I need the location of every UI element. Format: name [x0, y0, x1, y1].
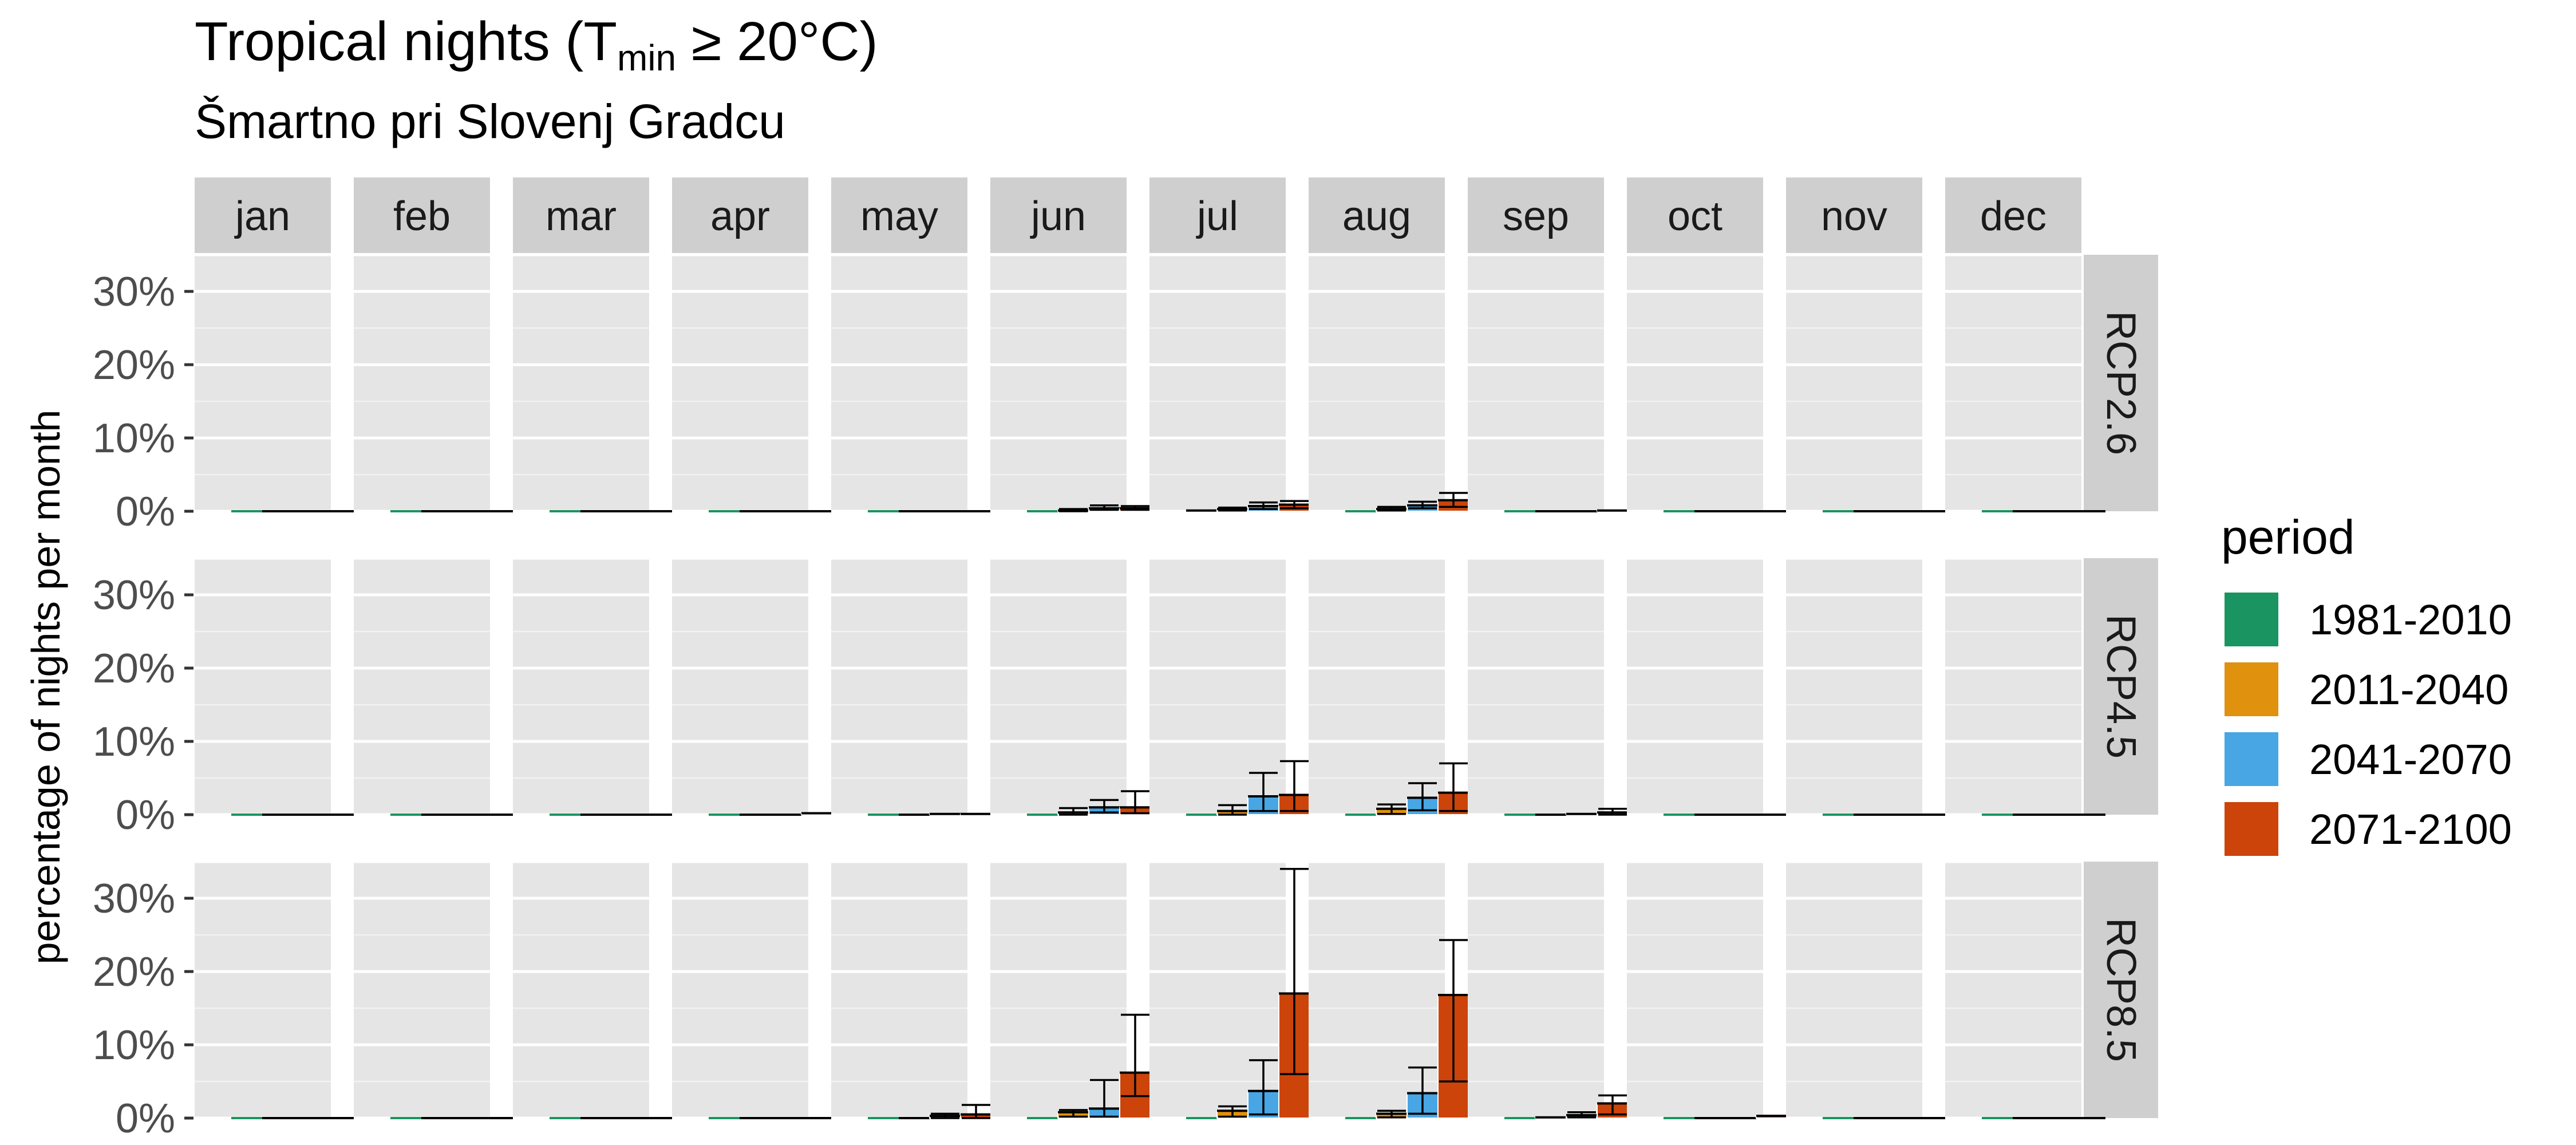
y-tick-label: 0% — [116, 792, 175, 838]
panel-RCP8.5-may — [831, 862, 967, 1118]
legend-item: 1981-2010 — [2221, 585, 2512, 654]
panel-RCP2.6-may — [831, 255, 967, 511]
panel-RCP8.5-mar — [513, 862, 649, 1118]
y-tick-label: 20% — [93, 949, 175, 995]
panel-RCP2.6-mar — [513, 255, 649, 511]
facet-label-nov: nov — [1821, 194, 1887, 239]
facet-label-dec: dec — [1980, 194, 2046, 239]
panel-RCP2.6-dec — [1945, 255, 2081, 511]
panel-RCP8.5-jun — [990, 862, 1127, 1118]
panel-RCP8.5-feb — [354, 862, 490, 1118]
panel-RCP2.6-oct — [1627, 255, 1763, 511]
y-tick-label: 20% — [93, 646, 175, 692]
facet-strip-jul — [1149, 177, 1286, 253]
panel-RCP4.5-may — [831, 558, 967, 815]
panel-RCP8.5-oct — [1627, 862, 1763, 1118]
panel-RCP2.6-jul — [1149, 255, 1286, 511]
facet-label-feb: feb — [393, 194, 451, 239]
panel-RCP2.6-feb — [354, 255, 490, 511]
facet-label-RCP8.5: RCP8.5 — [2098, 918, 2144, 1062]
facet-strip-RCP8.5 — [2084, 862, 2158, 1118]
legend-swatch — [2221, 659, 2282, 720]
panel-RCP4.5-sep — [1468, 558, 1604, 815]
panel-RCP2.6-sep — [1468, 255, 1604, 511]
panel-RCP8.5-aug — [1309, 862, 1445, 1118]
facet-label-mar: mar — [546, 194, 617, 239]
panel-RCP2.6-aug — [1309, 255, 1445, 511]
chart-title: Tropical nights (Tmin ≥ 20°C) — [195, 11, 878, 78]
y-tick-label: 30% — [93, 572, 175, 618]
legend-item: 2041-2070 — [2221, 724, 2512, 794]
facet-strip-jun — [990, 177, 1127, 253]
legend-label: 2011-2040 — [2309, 665, 2509, 713]
legend-label: 2071-2100 — [2309, 805, 2512, 853]
facet-strip-RCP4.5 — [2084, 558, 2158, 815]
facet-strip-feb — [354, 177, 490, 253]
legend-item: 2071-2100 — [2221, 794, 2512, 864]
facet-strip-apr — [672, 177, 808, 253]
facet-label-oct: oct — [1668, 194, 1722, 239]
legend: period 1981-2010 2011-2040 2041-2070 207… — [2221, 510, 2512, 864]
panel-RCP8.5-nov — [1786, 862, 1922, 1118]
y-tick-label: 0% — [116, 1096, 175, 1142]
facet-label-jul: jul — [1196, 194, 1238, 239]
legend-swatch — [2221, 589, 2282, 650]
legend-swatch — [2221, 729, 2282, 789]
legend-item: 2011-2040 — [2221, 654, 2512, 724]
facet-label-jan: jan — [234, 194, 290, 239]
panel-RCP8.5-apr — [672, 862, 808, 1118]
y-tick-label: 20% — [93, 342, 175, 388]
panel-RCP2.6-apr — [672, 255, 808, 511]
y-tick-label: 30% — [93, 876, 175, 922]
legend-swatch — [2221, 799, 2282, 859]
facet-strip-may — [831, 177, 967, 253]
panel-RCP4.5-dec — [1945, 558, 2081, 815]
panel-RCP8.5-dec — [1945, 862, 2081, 1118]
panel-RCP4.5-jul — [1149, 558, 1286, 815]
facet-strip-dec — [1945, 177, 2081, 253]
facet-label-jun: jun — [1030, 194, 1086, 239]
legend-title: period — [2221, 510, 2355, 564]
panel-RCP4.5-feb — [354, 558, 490, 815]
panel-RCP8.5-jul — [1149, 862, 1286, 1118]
panel-RCP8.5-sep — [1468, 862, 1604, 1118]
facet-strip-jan — [195, 177, 331, 253]
facet-label-aug: aug — [1342, 194, 1411, 239]
y-tick-label: 10% — [93, 1022, 175, 1068]
y-tick-label: 10% — [93, 416, 175, 461]
y-tick-label: 10% — [93, 719, 175, 765]
chart-subtitle: Šmartno pri Slovenj Gradcu — [195, 94, 785, 148]
legend-label: 1981-2010 — [2309, 595, 2512, 643]
facet-label-sep: sep — [1503, 194, 1569, 239]
facet-strip-aug — [1309, 177, 1445, 253]
panel-RCP2.6-jan — [195, 255, 331, 511]
y-tick-label: 0% — [116, 489, 175, 535]
facet-label-RCP2.6: RCP2.6 — [2098, 311, 2144, 455]
facet-strip-mar — [513, 177, 649, 253]
panel-RCP2.6-nov — [1786, 255, 1922, 511]
legend-label: 2041-2070 — [2309, 735, 2512, 783]
panel-RCP8.5-jan — [195, 862, 331, 1118]
facet-strip-RCP2.6 — [2084, 255, 2158, 511]
panel-RCP4.5-jun — [990, 558, 1127, 815]
panel-RCP4.5-mar — [513, 558, 649, 815]
y-tick-label: 30% — [93, 269, 175, 315]
facet-strip-nov — [1786, 177, 1922, 253]
panel-RCP4.5-aug — [1309, 558, 1445, 815]
panel-RCP4.5-nov — [1786, 558, 1922, 815]
facet-label-apr: apr — [710, 194, 770, 239]
facet-strip-oct — [1627, 177, 1763, 253]
panel-RCP4.5-oct — [1627, 558, 1763, 815]
panel-RCP4.5-jan — [195, 558, 331, 815]
facet-label-RCP4.5: RCP4.5 — [2098, 614, 2144, 759]
panel-RCP4.5-apr — [672, 558, 808, 815]
facet-strip-sep — [1468, 177, 1604, 253]
panel-RCP2.6-jun — [990, 255, 1127, 511]
facet-label-may: may — [860, 194, 938, 239]
y-axis-label: percentage of nights per month — [23, 409, 68, 965]
